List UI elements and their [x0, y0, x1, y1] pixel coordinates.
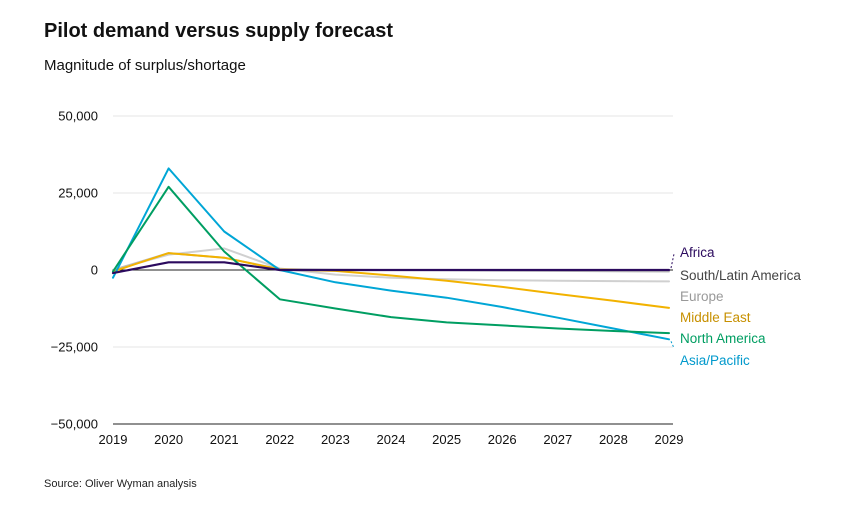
- x-tick-label: 2023: [321, 432, 350, 447]
- y-tick-label: 0: [91, 263, 98, 278]
- x-tick-label: 2025: [432, 432, 461, 447]
- chart-subtitle: Magnitude of surplus/shortage: [44, 57, 246, 74]
- series-lines: [111, 167, 671, 341]
- x-tick-label: 2021: [210, 432, 239, 447]
- series-line-asia-pacific: [112, 167, 670, 341]
- series-line-north-america: [112, 185, 670, 335]
- series-end-labels: Africa South/Latin America Europe Middle Ea…: [670, 245, 801, 368]
- label-connector-asia-pacific: [670, 341, 675, 349]
- y-axis-ticks: 50,000 25,000 0 −25,000 −50,000: [51, 109, 98, 432]
- chart-title: Pilot demand versus supply forecast: [44, 20, 393, 42]
- x-tick-label: 2026: [488, 432, 517, 447]
- x-axis-ticks: 2019 2020 2021 2022 2023 2024 2025 2026 2027 2028…: [99, 432, 684, 447]
- source-note: Source: Oliver Wyman analysis: [44, 478, 197, 490]
- x-tick-label: 2024: [377, 432, 406, 447]
- series-label-europe: Europe: [680, 289, 724, 304]
- series-line-europe: [112, 247, 670, 283]
- y-tick-label: 25,000: [58, 186, 98, 201]
- y-tick-label: 50,000: [58, 109, 98, 124]
- x-tick-label: 2022: [265, 432, 294, 447]
- x-tick-label: 2028: [599, 432, 628, 447]
- x-tick-label: 2027: [543, 432, 572, 447]
- series-label-africa: Africa: [680, 245, 715, 260]
- series-label-north-america: North America: [680, 331, 766, 346]
- y-tick-label: −25,000: [51, 340, 98, 355]
- x-tick-label: 2029: [655, 432, 684, 447]
- label-connector-africa: [670, 253, 675, 269]
- x-tick-label: 2019: [99, 432, 128, 447]
- series-line-africa: [111, 261, 671, 275]
- series-line-middle-east: [112, 252, 670, 309]
- x-tick-label: 2020: [154, 432, 183, 447]
- series-label-asia-pacific: Asia/Pacific: [680, 353, 750, 368]
- series-label-middle-east: Middle East: [680, 310, 751, 325]
- series-label-south-latin-america: South/Latin America: [680, 268, 801, 283]
- y-tick-label: −50,000: [51, 417, 98, 432]
